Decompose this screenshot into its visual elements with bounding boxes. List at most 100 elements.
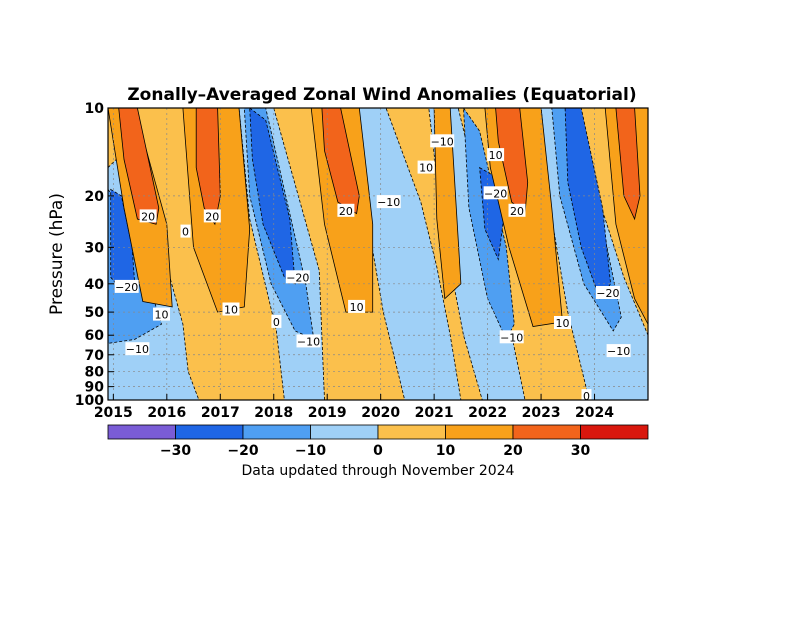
contour-label: −10 — [297, 335, 320, 348]
contour-label: 10 — [489, 149, 503, 162]
contour-label-box — [271, 314, 282, 328]
x-tick-label: 2016 — [147, 405, 186, 421]
contour-label: −10 — [126, 343, 149, 356]
x-tick-label: 2020 — [361, 405, 400, 421]
colorbar-swatch — [512, 424, 581, 440]
contour-labels: 20−2010−10020100−20−102010−10−101010−202… — [114, 134, 631, 403]
colorbar-swatch — [242, 424, 311, 440]
westerly-anomaly-band — [321, 108, 360, 215]
contour-label-box — [499, 330, 524, 344]
easterly-anomaly-band — [249, 108, 296, 285]
contour-label: −20 — [484, 187, 507, 200]
contour-label: −10 — [500, 331, 523, 344]
contour-label: 20 — [141, 210, 155, 223]
contour-label: −10 — [431, 135, 454, 148]
contour-label-box — [222, 302, 240, 316]
contour-label: 10 — [155, 309, 169, 322]
contour-label: 20 — [205, 210, 219, 223]
easterly-anomaly-band — [564, 108, 612, 300]
x-tick-label: 2017 — [201, 405, 240, 421]
contour-label: 0 — [273, 316, 280, 329]
contour-label-box — [376, 195, 401, 209]
colorbar-label: −10 — [295, 443, 326, 459]
contour-label-box — [180, 224, 191, 238]
contour-label-box — [430, 134, 455, 148]
westerly-anomaly-band — [433, 108, 462, 300]
plot-frame — [107, 107, 649, 401]
contour-label-box — [337, 203, 355, 217]
westerly-anomaly-band — [195, 108, 221, 226]
x-tick-label: 2022 — [468, 405, 507, 421]
x-tick-label: 2018 — [254, 405, 293, 421]
colorbar-label: −30 — [160, 443, 191, 459]
contour-label-box — [554, 316, 571, 329]
contour-label-box — [483, 186, 508, 200]
y-tick-label: 60 — [85, 328, 105, 344]
colorbar-label: 10 — [436, 443, 456, 459]
contour-label: 10 — [350, 301, 364, 314]
grid-lines — [108, 108, 648, 400]
colorbar-label: −20 — [227, 443, 258, 459]
contour-label: −20 — [596, 287, 619, 300]
colorbar-swatch — [580, 424, 649, 440]
contour-label: −20 — [115, 281, 138, 294]
contour-label: 20 — [510, 205, 524, 218]
contour-label-box — [153, 307, 170, 321]
contour-label-box — [581, 389, 592, 400]
contour-label-box — [508, 203, 526, 217]
contour-label-box — [139, 209, 157, 223]
y-tick-label: 70 — [85, 348, 105, 364]
contour-label-box — [595, 286, 620, 299]
contour-label-box — [606, 344, 631, 358]
colorbar-label: 30 — [571, 443, 591, 459]
contour-label: −10 — [607, 345, 630, 358]
colorbar-swatch — [445, 424, 514, 440]
x-tick-label: 2023 — [522, 405, 561, 421]
y-tick-label: 90 — [85, 380, 105, 396]
data-updated-note: Data updated through November 2024 — [242, 463, 515, 479]
y-axis-label: Pressure (hPa) — [47, 193, 67, 315]
contour-label-box — [125, 342, 150, 356]
x-tick-label: 2021 — [415, 405, 454, 421]
x-tick-label: 2024 — [575, 405, 614, 421]
colorbar-swatch — [377, 424, 446, 440]
y-tick-label: 10 — [85, 101, 105, 117]
contour-label: 20 — [339, 205, 353, 218]
contour-label: 10 — [556, 317, 570, 330]
chart-title: Zonally–Averaged Zonal Wind Anomalies (E… — [127, 85, 636, 105]
plot-area: 20−2010−10020100−20−102010−10−101010−202… — [108, 108, 648, 403]
x-axis: 2015 2016 2017 2018 2019 2020 2021 2022 2023 2024 — [94, 394, 614, 421]
contour-label: 10 — [224, 304, 238, 317]
y-tick-label: 50 — [85, 305, 105, 321]
contour-label-box — [348, 299, 366, 313]
contour-label-box — [487, 148, 505, 162]
y-tick-label: 100 — [75, 393, 104, 409]
contour-label: −20 — [286, 271, 309, 284]
y-tick-label: 40 — [85, 277, 105, 293]
colorbar: −30 −20 −10 0 10 20 30 — [107, 424, 649, 459]
contour-label-box — [417, 160, 435, 174]
contour-label: 10 — [419, 162, 433, 175]
easterly-anomaly-band — [356, 108, 462, 400]
contour-label-box — [114, 279, 139, 293]
contour-label: −10 — [377, 196, 400, 209]
contour-label-box — [203, 209, 221, 223]
westerly-anomaly-band — [118, 108, 160, 225]
x-tick-label: 2015 — [94, 405, 133, 421]
y-tick-label: 20 — [85, 189, 105, 205]
colorbar-label: 0 — [373, 443, 383, 459]
westerly-anomaly-band — [615, 108, 641, 221]
colorbar-swatch — [107, 424, 176, 440]
x-tick-label: 2019 — [308, 405, 347, 421]
y-tick-label: 30 — [85, 240, 105, 256]
colorbar-label: 20 — [503, 443, 523, 459]
contour-label: 0 — [583, 390, 590, 403]
contour-label-box — [296, 334, 321, 348]
contour-label: 0 — [182, 226, 189, 239]
contour-label-box — [285, 270, 310, 284]
colorbar-swatch — [175, 424, 244, 440]
colorbar-swatch — [310, 424, 379, 440]
y-tick-label: 80 — [85, 365, 105, 381]
